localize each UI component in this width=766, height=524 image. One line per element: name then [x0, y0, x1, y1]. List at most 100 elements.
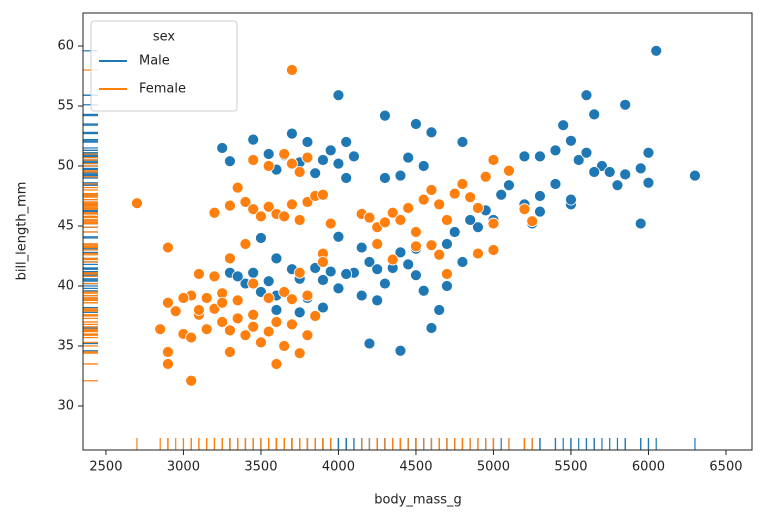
legend-label: Female — [139, 82, 186, 97]
point — [534, 205, 546, 218]
point — [386, 206, 399, 219]
point — [332, 282, 345, 295]
point — [417, 284, 430, 297]
point — [464, 191, 477, 204]
point — [286, 127, 298, 140]
point — [363, 337, 376, 350]
point — [301, 329, 314, 342]
point — [162, 358, 174, 370]
point — [340, 172, 353, 184]
point — [270, 304, 283, 316]
point — [239, 238, 252, 250]
point — [410, 240, 422, 253]
point — [286, 198, 298, 211]
point — [379, 216, 391, 229]
point — [286, 293, 298, 306]
point — [572, 154, 585, 166]
point — [247, 277, 260, 290]
point — [371, 238, 384, 250]
point — [487, 154, 500, 166]
point — [363, 256, 376, 268]
point — [270, 358, 283, 370]
point — [417, 193, 430, 206]
point — [441, 238, 453, 250]
point — [286, 64, 298, 76]
point — [394, 169, 407, 182]
point — [270, 252, 283, 265]
point — [231, 270, 244, 283]
point — [487, 217, 500, 230]
point — [479, 170, 492, 183]
point — [262, 200, 275, 213]
point — [441, 214, 453, 226]
point — [503, 164, 515, 177]
point — [224, 252, 236, 265]
point — [549, 178, 562, 190]
point — [309, 262, 322, 274]
plot-frame — [82, 12, 753, 451]
point — [262, 148, 275, 160]
point — [224, 199, 236, 212]
point — [348, 150, 360, 163]
point — [503, 179, 515, 192]
point — [386, 253, 399, 266]
point — [379, 172, 391, 184]
point — [472, 221, 484, 234]
point — [239, 196, 252, 208]
point — [526, 215, 539, 228]
y-tick-label: 60 — [57, 38, 74, 53]
point — [262, 292, 275, 304]
point — [596, 160, 608, 172]
point — [324, 217, 337, 230]
x-tick-label: 2500 — [89, 460, 122, 475]
x-tick-label: 5500 — [554, 460, 587, 475]
legend-box — [90, 20, 238, 112]
point — [247, 320, 260, 333]
point — [131, 197, 143, 210]
point — [317, 188, 329, 201]
point — [255, 210, 267, 223]
point — [200, 292, 213, 304]
point — [216, 316, 229, 328]
point — [224, 155, 236, 168]
point — [332, 157, 345, 170]
point — [185, 374, 198, 387]
point — [301, 289, 314, 302]
point — [301, 196, 314, 208]
point — [518, 150, 531, 163]
point — [456, 178, 469, 190]
point — [324, 144, 337, 157]
point — [208, 302, 221, 315]
x-tick-label: 5000 — [477, 460, 510, 475]
point — [565, 193, 577, 206]
point — [293, 306, 306, 319]
point — [208, 270, 221, 283]
point — [650, 44, 663, 57]
point — [379, 109, 391, 122]
x-tick-label: 6000 — [632, 460, 665, 475]
point — [286, 157, 298, 170]
point — [309, 167, 322, 180]
point — [231, 294, 244, 307]
point — [255, 286, 267, 298]
point — [301, 136, 314, 148]
point — [472, 247, 484, 260]
point — [464, 214, 477, 226]
point — [224, 346, 236, 358]
point — [247, 154, 260, 166]
point — [340, 136, 353, 148]
point — [355, 289, 368, 302]
y-tick-label: 45 — [57, 218, 74, 233]
point — [363, 211, 376, 224]
point — [247, 308, 260, 321]
point — [588, 108, 601, 121]
point — [317, 301, 329, 314]
point — [216, 296, 229, 309]
point — [557, 119, 570, 132]
point — [394, 344, 407, 357]
point — [293, 214, 306, 226]
point — [293, 347, 306, 360]
point — [169, 305, 182, 318]
point — [642, 146, 655, 159]
point — [394, 246, 407, 259]
